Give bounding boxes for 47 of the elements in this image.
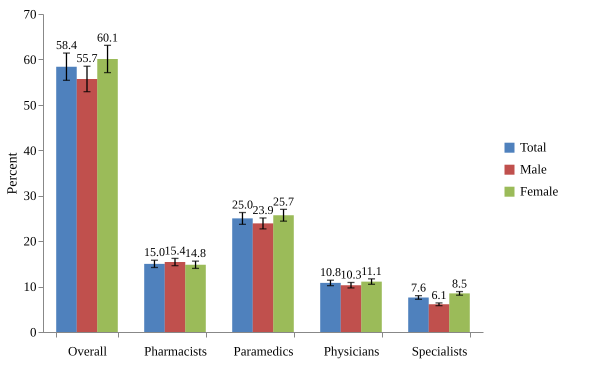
data-label: 60.1 <box>97 30 118 44</box>
x-tick-label: Overall <box>68 344 108 358</box>
y-tick-label: 30 <box>24 188 36 204</box>
x-tick-label: Physicians <box>324 344 380 358</box>
bar <box>232 218 253 332</box>
bar <box>361 282 382 332</box>
x-tick-label: Specialists <box>412 344 468 358</box>
y-tick-label: 0 <box>30 324 36 340</box>
data-label: 6.1 <box>432 288 446 302</box>
data-label: 8.5 <box>452 276 468 291</box>
data-label: 14.8 <box>185 246 206 260</box>
data-label: 10.8 <box>320 265 341 280</box>
bar <box>428 304 450 332</box>
y-tick-label: 60 <box>24 52 36 67</box>
data-label: 25.7 <box>273 194 294 208</box>
legend-label: Female <box>520 184 558 199</box>
y-axis-title: Percent <box>6 152 20 194</box>
bar <box>340 285 362 332</box>
y-tick-label: 40 <box>24 142 36 158</box>
bar <box>56 66 77 332</box>
bar <box>97 58 118 332</box>
y-tick-label: 10 <box>24 279 36 294</box>
data-label: 15.0 <box>144 245 165 260</box>
bar <box>408 297 429 332</box>
data-label: 55.7 <box>76 51 98 66</box>
data-label: 10.3 <box>340 267 362 282</box>
data-label: 23.9 <box>252 202 274 217</box>
bar <box>185 264 206 332</box>
bar <box>273 215 294 332</box>
bar <box>144 264 165 332</box>
legend-label: Total <box>520 140 547 155</box>
bar <box>320 282 341 332</box>
data-label: 15.4 <box>164 243 186 258</box>
data-label: 25.0 <box>232 198 253 212</box>
x-tick-label: Pharmacists <box>144 344 207 358</box>
y-tick-label: 70 <box>24 6 36 22</box>
y-tick-label: 20 <box>24 234 36 249</box>
data-label: 11.1 <box>361 264 382 278</box>
data-label: 7.6 <box>410 280 426 295</box>
x-tick-label: Paramedics <box>234 344 294 358</box>
legend-label: Male <box>520 162 547 177</box>
y-tick-label: 50 <box>24 97 36 112</box>
data-label: 58.4 <box>56 38 77 52</box>
bar <box>252 223 274 332</box>
bar <box>164 262 186 332</box>
bar <box>449 293 470 332</box>
bar <box>76 78 98 332</box>
